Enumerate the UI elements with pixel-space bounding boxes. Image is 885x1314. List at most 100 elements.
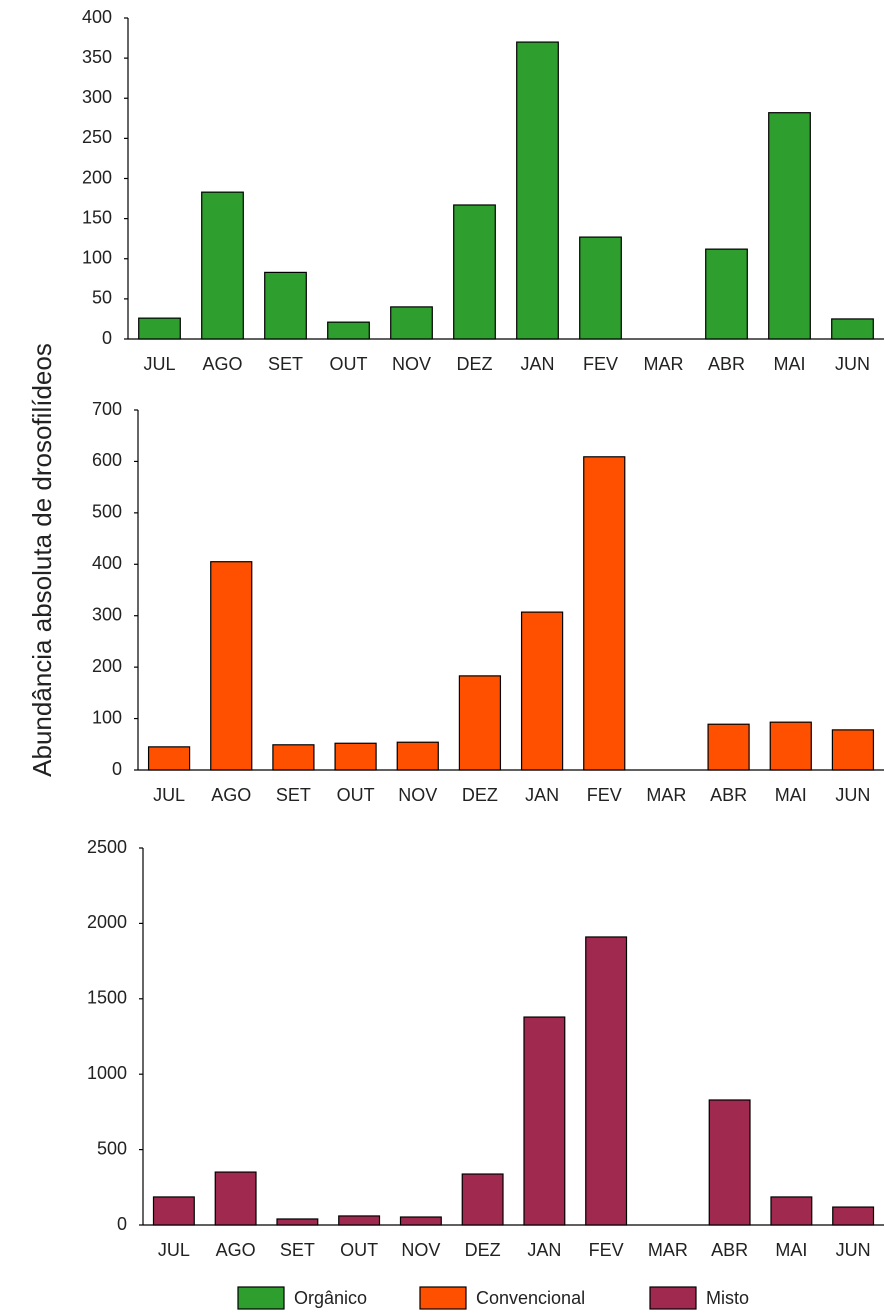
x-tick-label: MAI	[775, 785, 807, 805]
bar	[210, 561, 253, 771]
x-tick-label: NOV	[398, 785, 437, 805]
x-tick-label: SET	[276, 785, 311, 805]
x-tick-label: FEV	[587, 785, 622, 805]
x-tick-label: JAN	[525, 785, 559, 805]
x-tick-label: ABR	[711, 1240, 748, 1260]
x-tick-label: MAI	[775, 1240, 807, 1260]
x-tick-label: AGO	[216, 1240, 256, 1260]
y-tick-label: 1000	[87, 1063, 127, 1083]
bar	[399, 1216, 442, 1226]
y-tick-label: 400	[92, 553, 122, 573]
bar	[520, 611, 564, 771]
y-tick-label: 50	[92, 288, 112, 308]
bar	[201, 191, 244, 340]
bar	[152, 1196, 195, 1226]
x-tick-label: AGO	[211, 785, 251, 805]
x-tick-label: SET	[268, 354, 303, 374]
y-tick-label: 600	[92, 450, 122, 470]
bar	[516, 41, 559, 340]
bar	[327, 321, 370, 340]
y-tick-label: 0	[102, 328, 112, 348]
x-tick-label: FEV	[589, 1240, 624, 1260]
bar	[585, 936, 628, 1226]
y-tick-label: 500	[92, 502, 122, 522]
x-tick-label: ABR	[708, 354, 745, 374]
legend-label: Misto	[706, 1288, 749, 1308]
bar	[768, 112, 811, 340]
bar	[579, 236, 622, 340]
bar	[832, 1206, 875, 1226]
bar	[334, 742, 377, 771]
legend-swatch	[237, 1286, 285, 1310]
x-tick-label: OUT	[330, 354, 368, 374]
y-tick-label: 250	[82, 127, 112, 147]
x-tick-label: JUL	[158, 1240, 190, 1260]
x-tick-label: JAN	[527, 1240, 561, 1260]
x-tick-label: JUL	[153, 785, 185, 805]
bar	[705, 248, 748, 340]
x-tick-label: JUN	[836, 1240, 871, 1260]
y-tick-label: 150	[82, 207, 112, 227]
bar	[707, 723, 750, 771]
y-tick-label: 200	[82, 167, 112, 187]
y-tick-label: 100	[92, 707, 122, 727]
y-tick-label: 2000	[87, 912, 127, 932]
bar	[390, 306, 433, 340]
bar	[708, 1099, 751, 1226]
x-tick-label: MAI	[773, 354, 805, 374]
x-tick-label: JUN	[835, 354, 870, 374]
y-tick-label: 400	[82, 7, 112, 27]
legend-label: Convencional	[476, 1288, 585, 1308]
y-tick-label: 200	[92, 656, 122, 676]
bar	[147, 746, 191, 771]
x-tick-label: MAR	[648, 1240, 688, 1260]
x-tick-label: OUT	[337, 785, 375, 805]
x-tick-label: SET	[280, 1240, 315, 1260]
bar	[769, 721, 812, 771]
bar	[770, 1196, 813, 1226]
bar	[214, 1171, 257, 1226]
x-tick-label: DEZ	[462, 785, 498, 805]
bar	[453, 204, 496, 340]
x-tick-label: ABR	[710, 785, 747, 805]
x-tick-label: NOV	[392, 354, 431, 374]
x-tick-label: MAR	[644, 354, 684, 374]
bar	[831, 318, 874, 340]
x-tick-label: DEZ	[457, 354, 493, 374]
y-axis-label: Abundância absoluta de drosofilídeos	[27, 343, 57, 777]
bar	[458, 675, 502, 771]
y-tick-label: 500	[97, 1138, 127, 1158]
x-tick-label: OUT	[340, 1240, 378, 1260]
y-tick-label: 0	[112, 759, 122, 779]
y-tick-label: 300	[82, 87, 112, 107]
x-tick-label: AGO	[202, 354, 242, 374]
bar	[276, 1218, 319, 1226]
legend-swatch	[419, 1286, 467, 1310]
bar	[264, 271, 307, 340]
bar	[831, 729, 875, 771]
bar	[396, 741, 439, 771]
y-tick-label: 100	[82, 248, 112, 268]
x-tick-label: MAR	[646, 785, 686, 805]
bar	[272, 744, 315, 771]
bar	[138, 317, 181, 340]
x-tick-label: DEZ	[465, 1240, 501, 1260]
legend-label: Orgânico	[294, 1288, 367, 1308]
y-tick-label: 700	[92, 399, 122, 419]
y-tick-label: 350	[82, 47, 112, 67]
bar	[461, 1173, 504, 1226]
x-tick-label: JUL	[143, 354, 175, 374]
bar	[338, 1215, 381, 1226]
legend-swatch	[649, 1286, 697, 1310]
y-tick-label: 300	[92, 604, 122, 624]
y-tick-label: 0	[117, 1214, 127, 1234]
x-tick-label: JAN	[520, 354, 554, 374]
x-tick-label: JUN	[835, 785, 870, 805]
bar	[583, 456, 626, 771]
x-tick-label: FEV	[583, 354, 618, 374]
y-tick-label: 1500	[87, 988, 127, 1008]
bar	[523, 1016, 566, 1226]
x-tick-label: NOV	[401, 1240, 440, 1260]
